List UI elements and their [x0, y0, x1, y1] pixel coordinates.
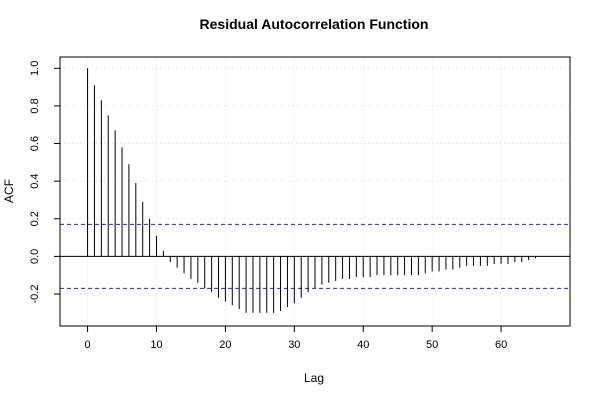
x-axis: 0 10 20 30 40 50 60 — [85, 326, 507, 351]
x-tick-label: 10 — [150, 339, 162, 351]
y-axis: -0.2 0.0 0.2 0.4 0.6 0.8 1.0 — [29, 61, 60, 304]
y-axis-label: ACF — [2, 179, 16, 203]
x-tick-label: 20 — [219, 339, 231, 351]
y-tick-label: 1.0 — [29, 61, 41, 76]
y-tick-label: 0.2 — [29, 211, 41, 226]
plot-frame — [59, 56, 571, 327]
x-tick-label: 30 — [288, 339, 300, 351]
x-axis-label: Lag — [304, 371, 324, 385]
acf-bars — [87, 68, 537, 313]
chart-title: Residual Autocorrelation Function — [200, 16, 429, 32]
x-tick-label: 50 — [426, 339, 438, 351]
x-tick-label: 40 — [357, 339, 369, 351]
y-tick-label: 0.6 — [29, 136, 41, 151]
y-tick-label: 0.4 — [29, 174, 41, 189]
y-tick-label: -0.2 — [29, 285, 41, 304]
x-tick-label: 60 — [495, 339, 507, 351]
y-tick-label: 0.0 — [29, 249, 41, 264]
y-tick-label: 0.8 — [29, 98, 41, 113]
x-tick-label: 0 — [85, 339, 91, 351]
